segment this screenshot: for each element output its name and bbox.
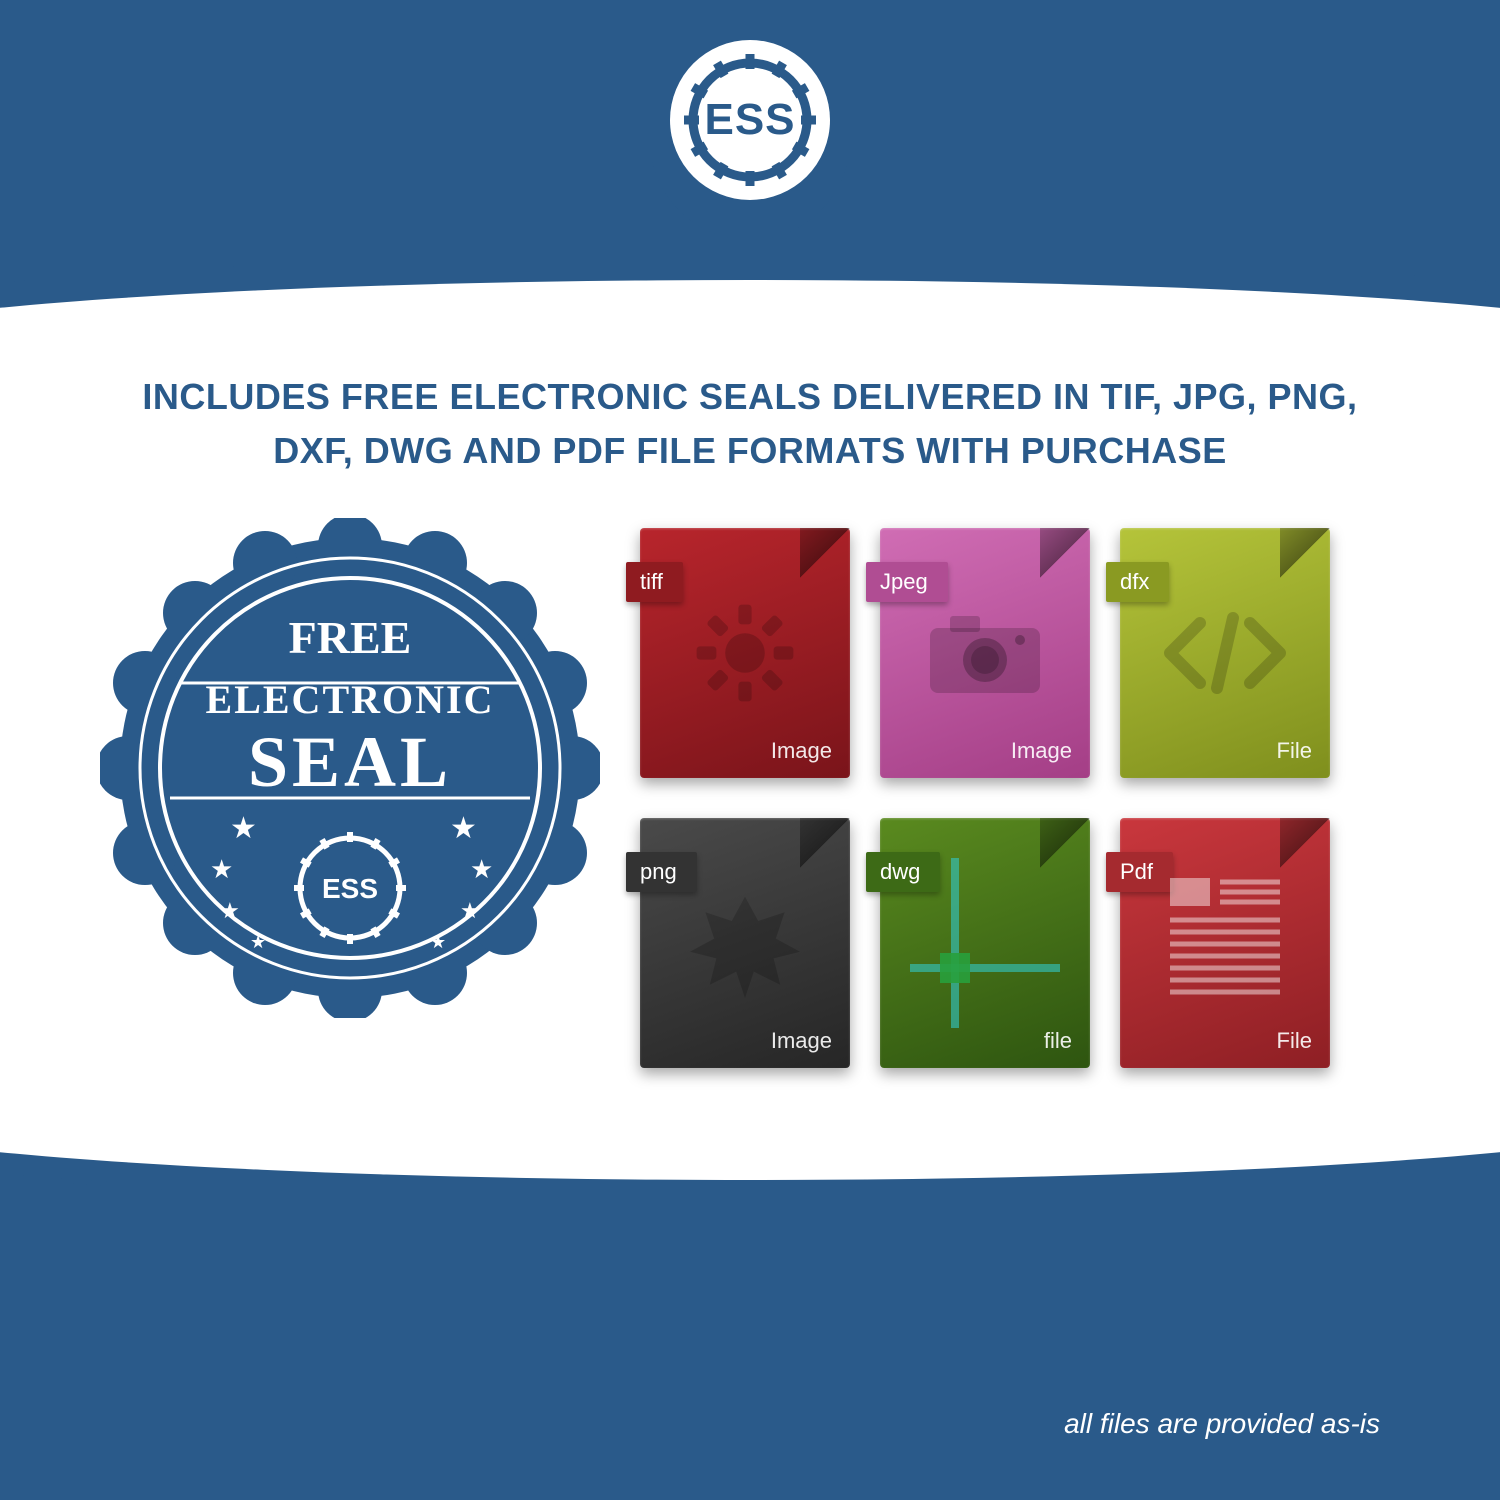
file-icon-dwg: dwgfile bbox=[880, 818, 1090, 1068]
file-category-label: Image bbox=[771, 738, 832, 764]
file-category-label: File bbox=[1277, 738, 1312, 764]
main-row: FREE ELECTRONIC SEAL bbox=[100, 518, 1400, 1078]
file-category-label: Image bbox=[1011, 738, 1072, 764]
svg-text:★: ★ bbox=[430, 932, 446, 952]
svg-text:★: ★ bbox=[230, 812, 257, 845]
top-band: ESS bbox=[0, 0, 1500, 300]
file-category-label: File bbox=[1277, 1028, 1312, 1054]
file-icon-pdf: PdfFile bbox=[1120, 818, 1330, 1068]
file-category-label: Image bbox=[771, 1028, 832, 1054]
svg-text:★: ★ bbox=[450, 812, 477, 845]
seal-line2: ELECTRONIC bbox=[206, 677, 495, 722]
seal-line1: FREE bbox=[289, 612, 412, 663]
headline-text: INCLUDES FREE ELECTRONIC SEALS DELIVERED… bbox=[100, 370, 1400, 478]
file-category-label: file bbox=[1044, 1028, 1072, 1054]
file-icon-png: pngImage bbox=[640, 818, 850, 1068]
file-icon-dfx: dfxFile bbox=[1120, 528, 1330, 778]
logo-shield: ESS bbox=[650, 0, 850, 240]
file-icon-jpeg: JpegImage bbox=[880, 528, 1090, 778]
content-area: INCLUDES FREE ELECTRONIC SEALS DELIVERED… bbox=[0, 370, 1500, 1078]
svg-text:★: ★ bbox=[460, 898, 480, 923]
file-icon-tiff: tiffImage bbox=[640, 528, 850, 778]
footnote-text: all files are provided as-is bbox=[1064, 1408, 1380, 1440]
seal-badge-svg: FREE ELECTRONIC SEAL bbox=[100, 518, 600, 1018]
seal-line3: SEAL bbox=[248, 722, 452, 802]
file-icon-grid: tiffImageJpegImagedfxFile pngImagedwgfile… bbox=[640, 518, 1330, 1078]
logo-text: ESS bbox=[704, 95, 795, 145]
svg-text:★: ★ bbox=[470, 854, 493, 884]
svg-text:★: ★ bbox=[210, 854, 233, 884]
seal-inner-logo: ESS bbox=[322, 873, 378, 904]
logo-circle: ESS bbox=[670, 40, 830, 200]
seal-badge: FREE ELECTRONIC SEAL bbox=[100, 518, 600, 1018]
svg-text:★: ★ bbox=[220, 898, 240, 923]
svg-text:★: ★ bbox=[250, 932, 266, 952]
